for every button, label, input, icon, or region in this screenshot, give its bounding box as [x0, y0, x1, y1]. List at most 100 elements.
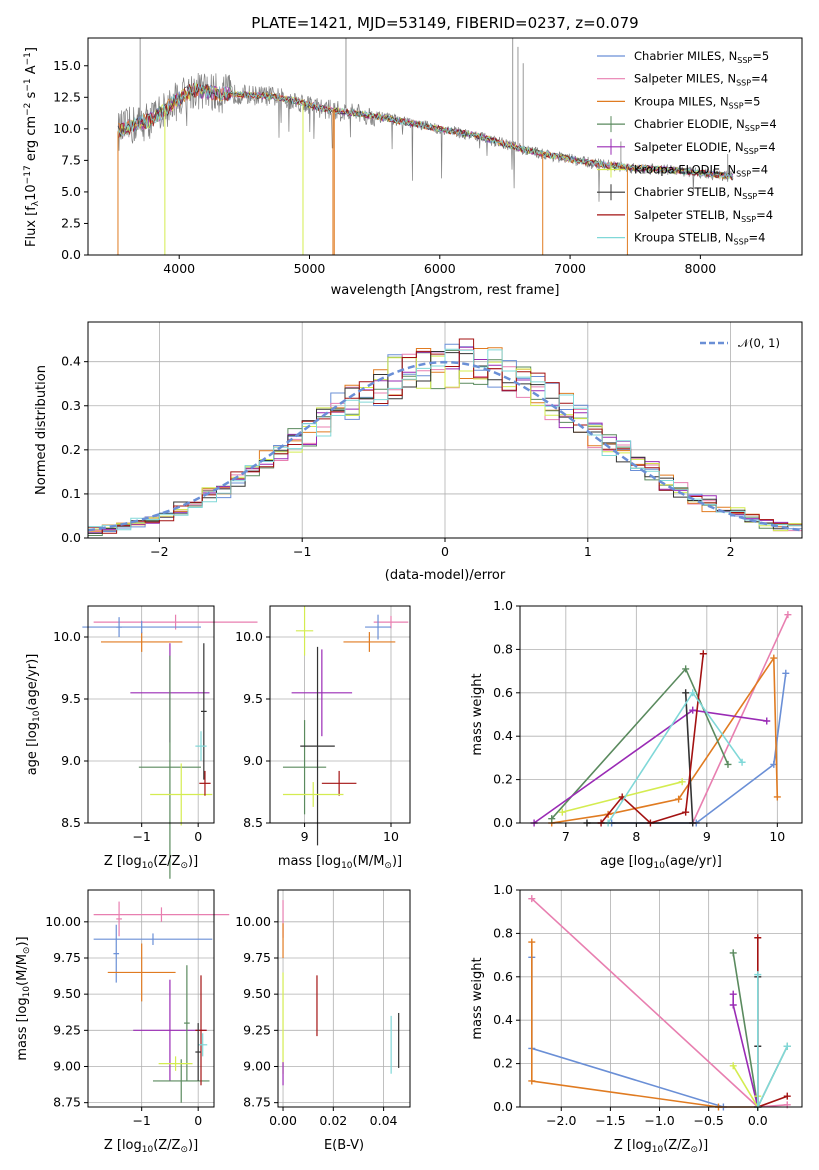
- x-tick-label: 0: [441, 544, 449, 559]
- weight-line: [551, 667, 729, 820]
- legend-label-8: Kroupa STELIB, NSSP=4: [634, 231, 765, 247]
- weight-marker: [783, 1092, 791, 1100]
- weight-marker: [773, 793, 781, 801]
- legend-label-1: Salpeter MILES, NSSP=4: [634, 72, 768, 88]
- weight-marker: [682, 808, 690, 816]
- y-tick-label: 8.5: [61, 815, 81, 830]
- plot-area: [270, 606, 410, 846]
- x-tick-label: 7000: [554, 261, 586, 276]
- weight-marker: [782, 669, 790, 677]
- weight-marker: [724, 760, 732, 768]
- y-tick-label: 9.0: [243, 753, 263, 768]
- mass-vs-ebv-panel: 0.00 0.02 0.04 8.75 9.00 9.25 9.50 9.75 10.00 E(B…: [235, 889, 411, 1153]
- panel-frame: [87, 605, 215, 824]
- residuals-legend: 𝒩(0, 1): [700, 336, 780, 350]
- plot-area: [520, 605, 802, 827]
- y-tick-label: 0.8: [493, 641, 513, 656]
- weight-line: [691, 614, 789, 824]
- weight-marker: [738, 758, 746, 766]
- y-tick-label: 0.0: [493, 1099, 513, 1114]
- weight-marker: [729, 1001, 737, 1009]
- weight-marker: [558, 808, 566, 816]
- residuals-xlabel: (data-model)/error: [385, 568, 506, 583]
- weight-marker: [754, 971, 762, 979]
- y-tick-label: 10.00: [45, 914, 81, 929]
- x-tick-label: 0.02: [319, 1113, 347, 1128]
- x-axis-label: age [log10(age/yr)]: [600, 854, 722, 871]
- x-tick-label: 1: [584, 544, 592, 559]
- legend-label-4: Salpeter ELODIE, NSSP=4: [634, 140, 776, 156]
- histogram-5: [88, 355, 802, 532]
- y-tick-label: 0.6: [493, 969, 513, 984]
- weight-marker: [729, 990, 737, 998]
- panel-frame: [87, 889, 215, 1108]
- x-tick-label: 9: [301, 829, 309, 844]
- x-tick-label: −2: [150, 544, 168, 559]
- spectrum-panel: PLATE=1421, MJD=53149, FIBERID=0237, z=0…: [23, 14, 803, 298]
- weight-marker: [689, 689, 697, 697]
- gaussian-curve: [87, 360, 803, 532]
- y-axis-label: mass [log10(M/M⊙)]: [15, 936, 32, 1060]
- weight-marker: [682, 665, 690, 673]
- mass-vs-z-panel: −1 0 8.75 9.00 9.25 9.50 9.75 10.00 Z [log10(Z/Z…: [15, 889, 230, 1155]
- y-tick-label: 9.00: [53, 1058, 81, 1073]
- y-tick-label: 9.5: [61, 691, 81, 706]
- legend-label-2: Kroupa MILES, NSSP=5: [634, 94, 760, 110]
- x-tick-label: −1.0: [644, 1113, 674, 1128]
- residuals-ylabel: Normed distribution: [34, 365, 49, 495]
- weight-line: [530, 957, 758, 1108]
- x-tick-label: 7: [562, 829, 570, 844]
- spectrum-legend: Chabrier MILES, NSSP=5 Salpeter MILES, NS…: [597, 49, 777, 247]
- y-tick-label: 0.2: [493, 1056, 513, 1071]
- y-tick-label: 9.0: [61, 753, 81, 768]
- weight-marker: [784, 611, 792, 619]
- y-tick-label: 9.00: [243, 1058, 271, 1073]
- y-tick-label: 0.3: [61, 398, 81, 413]
- y-tick-label: 1.0: [493, 882, 513, 897]
- gauss-legend-label: 𝒩(0, 1): [738, 336, 780, 350]
- spectrum-title: PLATE=1421, MJD=53149, FIBERID=0237, z=0…: [251, 14, 638, 32]
- weight-line: [551, 655, 779, 824]
- panel-frame: [519, 605, 803, 824]
- age-vs-z-panel: −1 0 8.5 9.0 9.5 10.0 Z [log10(Z/Z⊙)] age [log1…: [25, 605, 258, 879]
- legend-label-6: Chabrier STELIB, NSSP=4: [634, 185, 774, 201]
- weight-line: [732, 952, 789, 1110]
- x-tick-label: 0.0: [748, 1113, 768, 1128]
- mass-weight-vs-z-panel: −2.0 −1.5 −1.0 −0.5 0.0 0.0 0.2 0.4 0.6 0.8 1.0 Z […: [470, 882, 803, 1155]
- y-tick-label: 2.5: [61, 215, 81, 230]
- y-tick-label: 12.5: [53, 89, 81, 104]
- weight-line: [732, 994, 759, 1108]
- y-tick-label: 10.0: [53, 121, 81, 136]
- y-tick-label: 10.00: [235, 914, 271, 929]
- x-tick-label: −0.5: [693, 1113, 723, 1128]
- x-tick-label: 8: [632, 829, 640, 844]
- y-tick-label: 5.0: [61, 184, 81, 199]
- x-tick-label: 5000: [294, 261, 326, 276]
- x-tick-label: 0.00: [269, 1113, 297, 1128]
- weight-marker: [729, 1062, 737, 1070]
- panel-frame: [519, 889, 803, 1108]
- panel-frame: [277, 889, 411, 1108]
- y-tick-label: 0.0: [493, 815, 513, 830]
- y-tick-label: 9.50: [243, 986, 271, 1001]
- spectrum-xlabel: wavelength [Angstrom, rest frame]: [331, 283, 560, 298]
- y-tick-label: 0.2: [61, 442, 81, 457]
- weight-marker: [548, 815, 556, 823]
- x-axis-label: Z [log10(Z/Z⊙)]: [614, 1138, 708, 1155]
- y-tick-label: 9.5: [243, 691, 263, 706]
- y-tick-label: 15.0: [53, 58, 81, 73]
- plot-area: [520, 889, 802, 1111]
- svg-text:Flux [fλ10−17 erg cm−2 s−1 A−1: Flux [fλ10−17 erg cm−2 s−1 A−1]: [23, 47, 41, 247]
- plot-area: [278, 890, 410, 1107]
- legend-label-3: Chabrier ELODIE, NSSP=4: [634, 117, 777, 133]
- x-axis-label: Z [log10(Z/Z⊙)]: [104, 1138, 198, 1155]
- x-axis-label: mass [log10(M/M⊙)]: [278, 854, 402, 871]
- age-vs-mass-panel: 9 10 8.5 9.0 9.5 10.0 mass [log10(M/M⊙)]: [235, 605, 411, 871]
- y-tick-label: 8.75: [243, 1095, 271, 1110]
- weight-line: [756, 974, 789, 1108]
- x-tick-label: −1: [132, 829, 150, 844]
- x-tick-label: −1: [293, 544, 311, 559]
- x-tick-label: 6000: [424, 261, 456, 276]
- y-tick-label: 1.0: [493, 598, 513, 613]
